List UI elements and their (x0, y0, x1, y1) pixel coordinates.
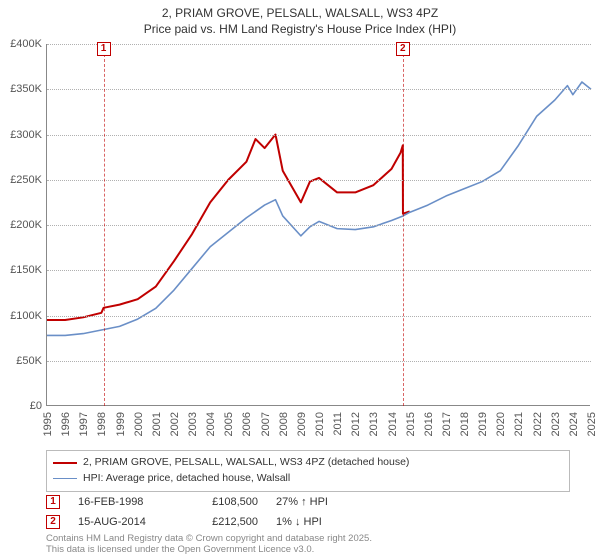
marker-badge-1: 1 (46, 495, 60, 509)
ytick-label: £350K (2, 83, 42, 95)
marker-price-2: £212,500 (186, 516, 258, 528)
xtick-label: 2011 (332, 412, 344, 436)
marker-badge-2: 2 (46, 515, 60, 529)
gridline-h (47, 44, 591, 45)
legend-swatch-price-paid (53, 462, 77, 464)
xtick-label: 1999 (115, 412, 127, 436)
xtick-label: 2004 (205, 412, 217, 436)
legend-item-price-paid: 2, PRIAM GROVE, PELSALL, WALSALL, WS3 4P… (53, 455, 563, 471)
plot-region: 12 (46, 44, 590, 406)
gridline-h (47, 225, 591, 226)
ytick-label: £0 (2, 400, 42, 412)
xtick-label: 2014 (387, 412, 399, 436)
marker-delta-1: 27% ↑ HPI (276, 496, 356, 508)
xtick-label: 2018 (459, 412, 471, 436)
marker-box: 1 (97, 42, 111, 56)
gridline-h (47, 270, 591, 271)
gridline-h (47, 316, 591, 317)
xtick-label: 2012 (350, 412, 362, 436)
series-hpi (47, 82, 591, 335)
footer-attribution: Contains HM Land Registry data © Crown c… (46, 534, 570, 556)
ytick-label: £400K (2, 38, 42, 50)
ytick-label: £50K (2, 355, 42, 367)
xtick-label: 2003 (187, 412, 199, 436)
marker-delta-2: 1% ↓ HPI (276, 516, 356, 528)
xtick-label: 1995 (42, 412, 54, 436)
xtick-label: 2015 (405, 412, 417, 436)
legend-swatch-hpi (53, 478, 77, 479)
marker-box: 2 (396, 42, 410, 56)
legend-label-hpi: HPI: Average price, detached house, Wals… (83, 471, 290, 487)
xtick-label: 2000 (133, 412, 145, 436)
chart-title-block: 2, PRIAM GROVE, PELSALL, WALSALL, WS3 4P… (0, 0, 600, 37)
xtick-label: 2002 (169, 412, 181, 436)
xtick-label: 2024 (568, 412, 580, 436)
ytick-label: £300K (2, 129, 42, 141)
marker-price-1: £108,500 (186, 496, 258, 508)
xtick-label: 2022 (532, 412, 544, 436)
series-price_paid (47, 135, 410, 321)
marker-row-1: 1 16-FEB-1998 £108,500 27% ↑ HPI (46, 492, 356, 512)
xtick-label: 2016 (423, 412, 435, 436)
xtick-label: 2007 (260, 412, 272, 436)
marker-row-2: 2 15-AUG-2014 £212,500 1% ↓ HPI (46, 512, 356, 532)
gridline-h (47, 89, 591, 90)
gridline-h (47, 180, 591, 181)
marker-line (403, 44, 404, 406)
xtick-label: 2023 (550, 412, 562, 436)
xtick-label: 2009 (296, 412, 308, 436)
footer-line-2: This data is licensed under the Open Gov… (46, 545, 570, 556)
xtick-label: 2001 (151, 412, 163, 436)
legend-label-price-paid: 2, PRIAM GROVE, PELSALL, WALSALL, WS3 4P… (83, 455, 409, 471)
xtick-label: 2025 (586, 412, 598, 436)
ytick-label: £250K (2, 174, 42, 186)
title-line-1: 2, PRIAM GROVE, PELSALL, WALSALL, WS3 4P… (0, 6, 600, 22)
xtick-label: 2008 (278, 412, 290, 436)
xtick-label: 1998 (96, 412, 108, 436)
gridline-h (47, 135, 591, 136)
xtick-label: 1996 (60, 412, 72, 436)
gridline-h (47, 361, 591, 362)
chart-area: 12 £0£50K£100K£150K£200K£250K£300K£350K£… (46, 44, 590, 406)
xtick-label: 2006 (241, 412, 253, 436)
marker-line (104, 44, 105, 406)
title-line-2: Price paid vs. HM Land Registry's House … (0, 22, 600, 38)
ytick-label: £100K (2, 310, 42, 322)
xtick-label: 2013 (368, 412, 380, 436)
xtick-label: 1997 (78, 412, 90, 436)
xtick-label: 2010 (314, 412, 326, 436)
markers-table: 1 16-FEB-1998 £108,500 27% ↑ HPI 2 15-AU… (46, 492, 356, 532)
legend-item-hpi: HPI: Average price, detached house, Wals… (53, 471, 563, 487)
ytick-label: £200K (2, 219, 42, 231)
xtick-label: 2017 (441, 412, 453, 436)
legend-box: 2, PRIAM GROVE, PELSALL, WALSALL, WS3 4P… (46, 450, 570, 492)
xtick-label: 2021 (513, 412, 525, 436)
xtick-label: 2020 (495, 412, 507, 436)
ytick-label: £150K (2, 264, 42, 276)
marker-date-2: 15-AUG-2014 (78, 516, 168, 528)
marker-date-1: 16-FEB-1998 (78, 496, 168, 508)
xtick-label: 2019 (477, 412, 489, 436)
xtick-label: 2005 (223, 412, 235, 436)
